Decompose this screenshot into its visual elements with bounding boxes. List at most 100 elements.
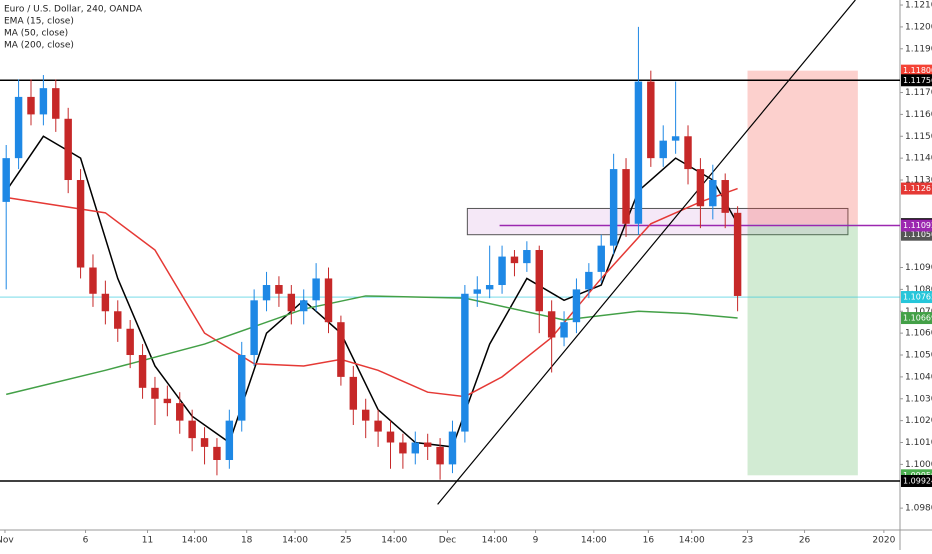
plot-area (0, 0, 900, 505)
price-label: 1.11050 (903, 230, 932, 239)
candle-body (461, 293, 469, 432)
candle-body (300, 300, 308, 312)
price-label-bg (901, 74, 932, 87)
y-tick-label: 1.10800 (905, 285, 932, 295)
y-tick-label: 1.11400 (905, 154, 932, 164)
candle-body (498, 256, 506, 286)
legend-entry: MA (200, close) (4, 41, 74, 51)
candle-body (27, 96, 35, 115)
candle-body (89, 267, 97, 294)
candle-body (337, 322, 345, 377)
candle-body (14, 96, 23, 159)
candle-body (200, 438, 209, 447)
candle-body (436, 446, 444, 465)
y-tick-label: 1.10900 (905, 263, 932, 273)
candle-body (399, 442, 407, 454)
x-tick-label: 14:00 (482, 536, 508, 546)
price-label-bg (901, 182, 932, 195)
candle-body (275, 285, 283, 294)
x-tick-label: 16 (643, 536, 655, 546)
x-tick-label: 11 (142, 536, 153, 546)
price-label-bg (901, 228, 932, 241)
candle-body (250, 300, 258, 356)
candle-body (126, 328, 134, 356)
candle-body (386, 431, 395, 443)
candle-body (349, 376, 358, 410)
candle-body (671, 136, 680, 141)
indicator-line (6, 187, 738, 398)
chart-title: Euro / U.S. Dollar, 240, OANDA (4, 5, 143, 15)
candle-body (535, 250, 543, 312)
price-label-bg (901, 291, 932, 304)
price-label: 1.10669 (903, 314, 932, 323)
candle-body (262, 285, 271, 301)
candle-body (225, 420, 234, 461)
y-tick-label: 1.10700 (905, 307, 932, 317)
candle-body (609, 169, 618, 246)
y-tick-label: 1.11900 (905, 44, 932, 54)
candle-body (138, 355, 147, 388)
candle-body (634, 81, 643, 224)
candle-body (659, 140, 667, 159)
y-tick-label: 1.10500 (905, 351, 932, 361)
y-tick-label: 1.10300 (905, 394, 932, 404)
target-zone (747, 224, 858, 476)
candle-body (324, 278, 333, 323)
candle-body (523, 250, 531, 264)
candle-body (684, 136, 692, 170)
candle-body (721, 180, 729, 213)
price-label: 1.11092 (903, 221, 932, 230)
price-label: 1.09924 (903, 477, 932, 486)
candle-body (114, 311, 122, 329)
x-tick-label: 14:00 (282, 536, 308, 546)
x-tick-label: Nov (0, 536, 14, 546)
trend-line (437, 0, 856, 505)
candle-body (52, 88, 60, 119)
candle-body (572, 289, 581, 323)
candle-body (585, 271, 593, 290)
candle-body (423, 442, 432, 447)
candle-body (312, 278, 320, 301)
price-label-bg (901, 475, 932, 488)
candle-body (411, 442, 420, 454)
candle-body (374, 420, 382, 432)
candle-body (696, 169, 705, 207)
y-tick-label: 1.11600 (905, 110, 932, 120)
price-label: 1.11800 (903, 66, 932, 75)
candle-body (473, 289, 481, 294)
y-tick-label: 1.11500 (905, 132, 932, 142)
x-tick-label: 23 (742, 536, 753, 546)
candle-body (361, 409, 370, 421)
candle-body (101, 293, 110, 312)
x-tick-label: 6 (83, 536, 89, 546)
legend-entry: MA (50, close) (4, 29, 68, 39)
candle-body (188, 420, 196, 439)
y-tick-label: 1.11700 (905, 88, 932, 98)
x-tick-label: 18 (241, 536, 253, 546)
x-tick-label: 2020 (872, 536, 895, 546)
x-tick-label: Dec (439, 536, 456, 546)
y-tick-label: 1.10600 (905, 329, 932, 339)
y-tick-label: 1.11300 (905, 176, 932, 186)
candle-body (238, 355, 246, 421)
candle-body (733, 212, 742, 296)
y-tick-label: 1.10200 (905, 416, 932, 426)
y-tick-label: 1.12000 (905, 22, 932, 32)
x-tick-label: 9 (533, 536, 539, 546)
y-tick-label: 1.09800 (905, 504, 932, 514)
y-tick-label: 1.10100 (905, 438, 932, 448)
legend-entry: EMA (15, close) (4, 17, 74, 27)
candle-body (176, 403, 184, 421)
price-label: 1.10765 (903, 293, 932, 302)
y-tick-label: 1.10000 (905, 460, 932, 470)
x-tick-label: 14:00 (581, 536, 607, 546)
zone-box (466, 207, 849, 236)
candle-body (448, 431, 457, 465)
candle-body (647, 81, 655, 159)
price-label-bg (901, 312, 932, 325)
candle-body (39, 88, 48, 115)
